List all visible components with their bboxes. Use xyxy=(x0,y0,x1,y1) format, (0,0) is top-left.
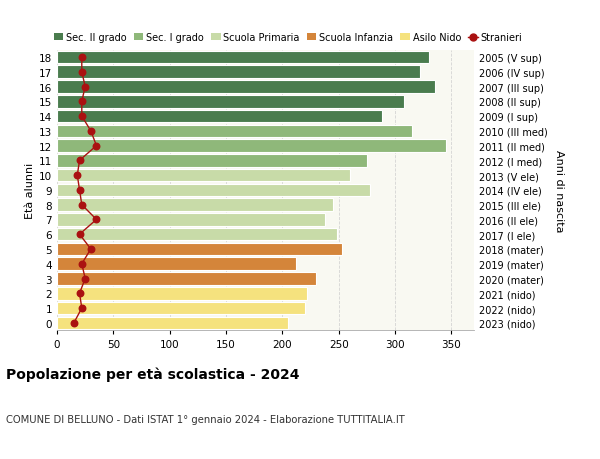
Point xyxy=(92,143,101,150)
Text: COMUNE DI BELLUNO - Dati ISTAT 1° gennaio 2024 - Elaborazione TUTTITALIA.IT: COMUNE DI BELLUNO - Dati ISTAT 1° gennai… xyxy=(6,414,405,424)
Point xyxy=(77,202,86,209)
Point xyxy=(86,246,95,253)
Bar xyxy=(57,81,434,94)
Bar xyxy=(57,214,325,226)
Point xyxy=(75,231,85,238)
Bar xyxy=(57,140,446,152)
Text: Popolazione per età scolastica - 2024: Popolazione per età scolastica - 2024 xyxy=(6,367,299,382)
Point xyxy=(73,172,82,179)
Point xyxy=(77,69,86,76)
Bar xyxy=(57,229,337,241)
Bar xyxy=(57,155,367,167)
Bar xyxy=(57,258,296,270)
Bar xyxy=(57,111,382,123)
Point xyxy=(77,113,86,120)
Bar xyxy=(57,51,429,64)
Point xyxy=(86,128,95,135)
Point xyxy=(75,290,85,297)
Point xyxy=(77,98,86,106)
Point xyxy=(80,275,90,283)
Point xyxy=(75,157,85,165)
Y-axis label: Anni di nascita: Anni di nascita xyxy=(554,149,564,232)
Bar xyxy=(57,243,342,256)
Bar xyxy=(57,96,404,108)
Bar xyxy=(57,273,316,285)
Bar xyxy=(57,302,305,314)
Point xyxy=(92,216,101,224)
Point xyxy=(77,305,86,312)
Bar xyxy=(57,169,350,182)
Bar xyxy=(57,287,307,300)
Point xyxy=(77,261,86,268)
Bar xyxy=(57,199,333,212)
Point xyxy=(69,319,79,327)
Point xyxy=(75,187,85,194)
Point xyxy=(77,54,86,62)
Legend: Sec. II grado, Sec. I grado, Scuola Primaria, Scuola Infanzia, Asilo Nido, Stran: Sec. II grado, Sec. I grado, Scuola Prim… xyxy=(53,33,522,43)
Bar xyxy=(57,317,288,330)
Bar xyxy=(57,125,412,138)
Bar xyxy=(57,184,370,197)
Point xyxy=(80,84,90,91)
Y-axis label: Età alunni: Età alunni xyxy=(25,162,35,218)
Bar xyxy=(57,67,420,79)
